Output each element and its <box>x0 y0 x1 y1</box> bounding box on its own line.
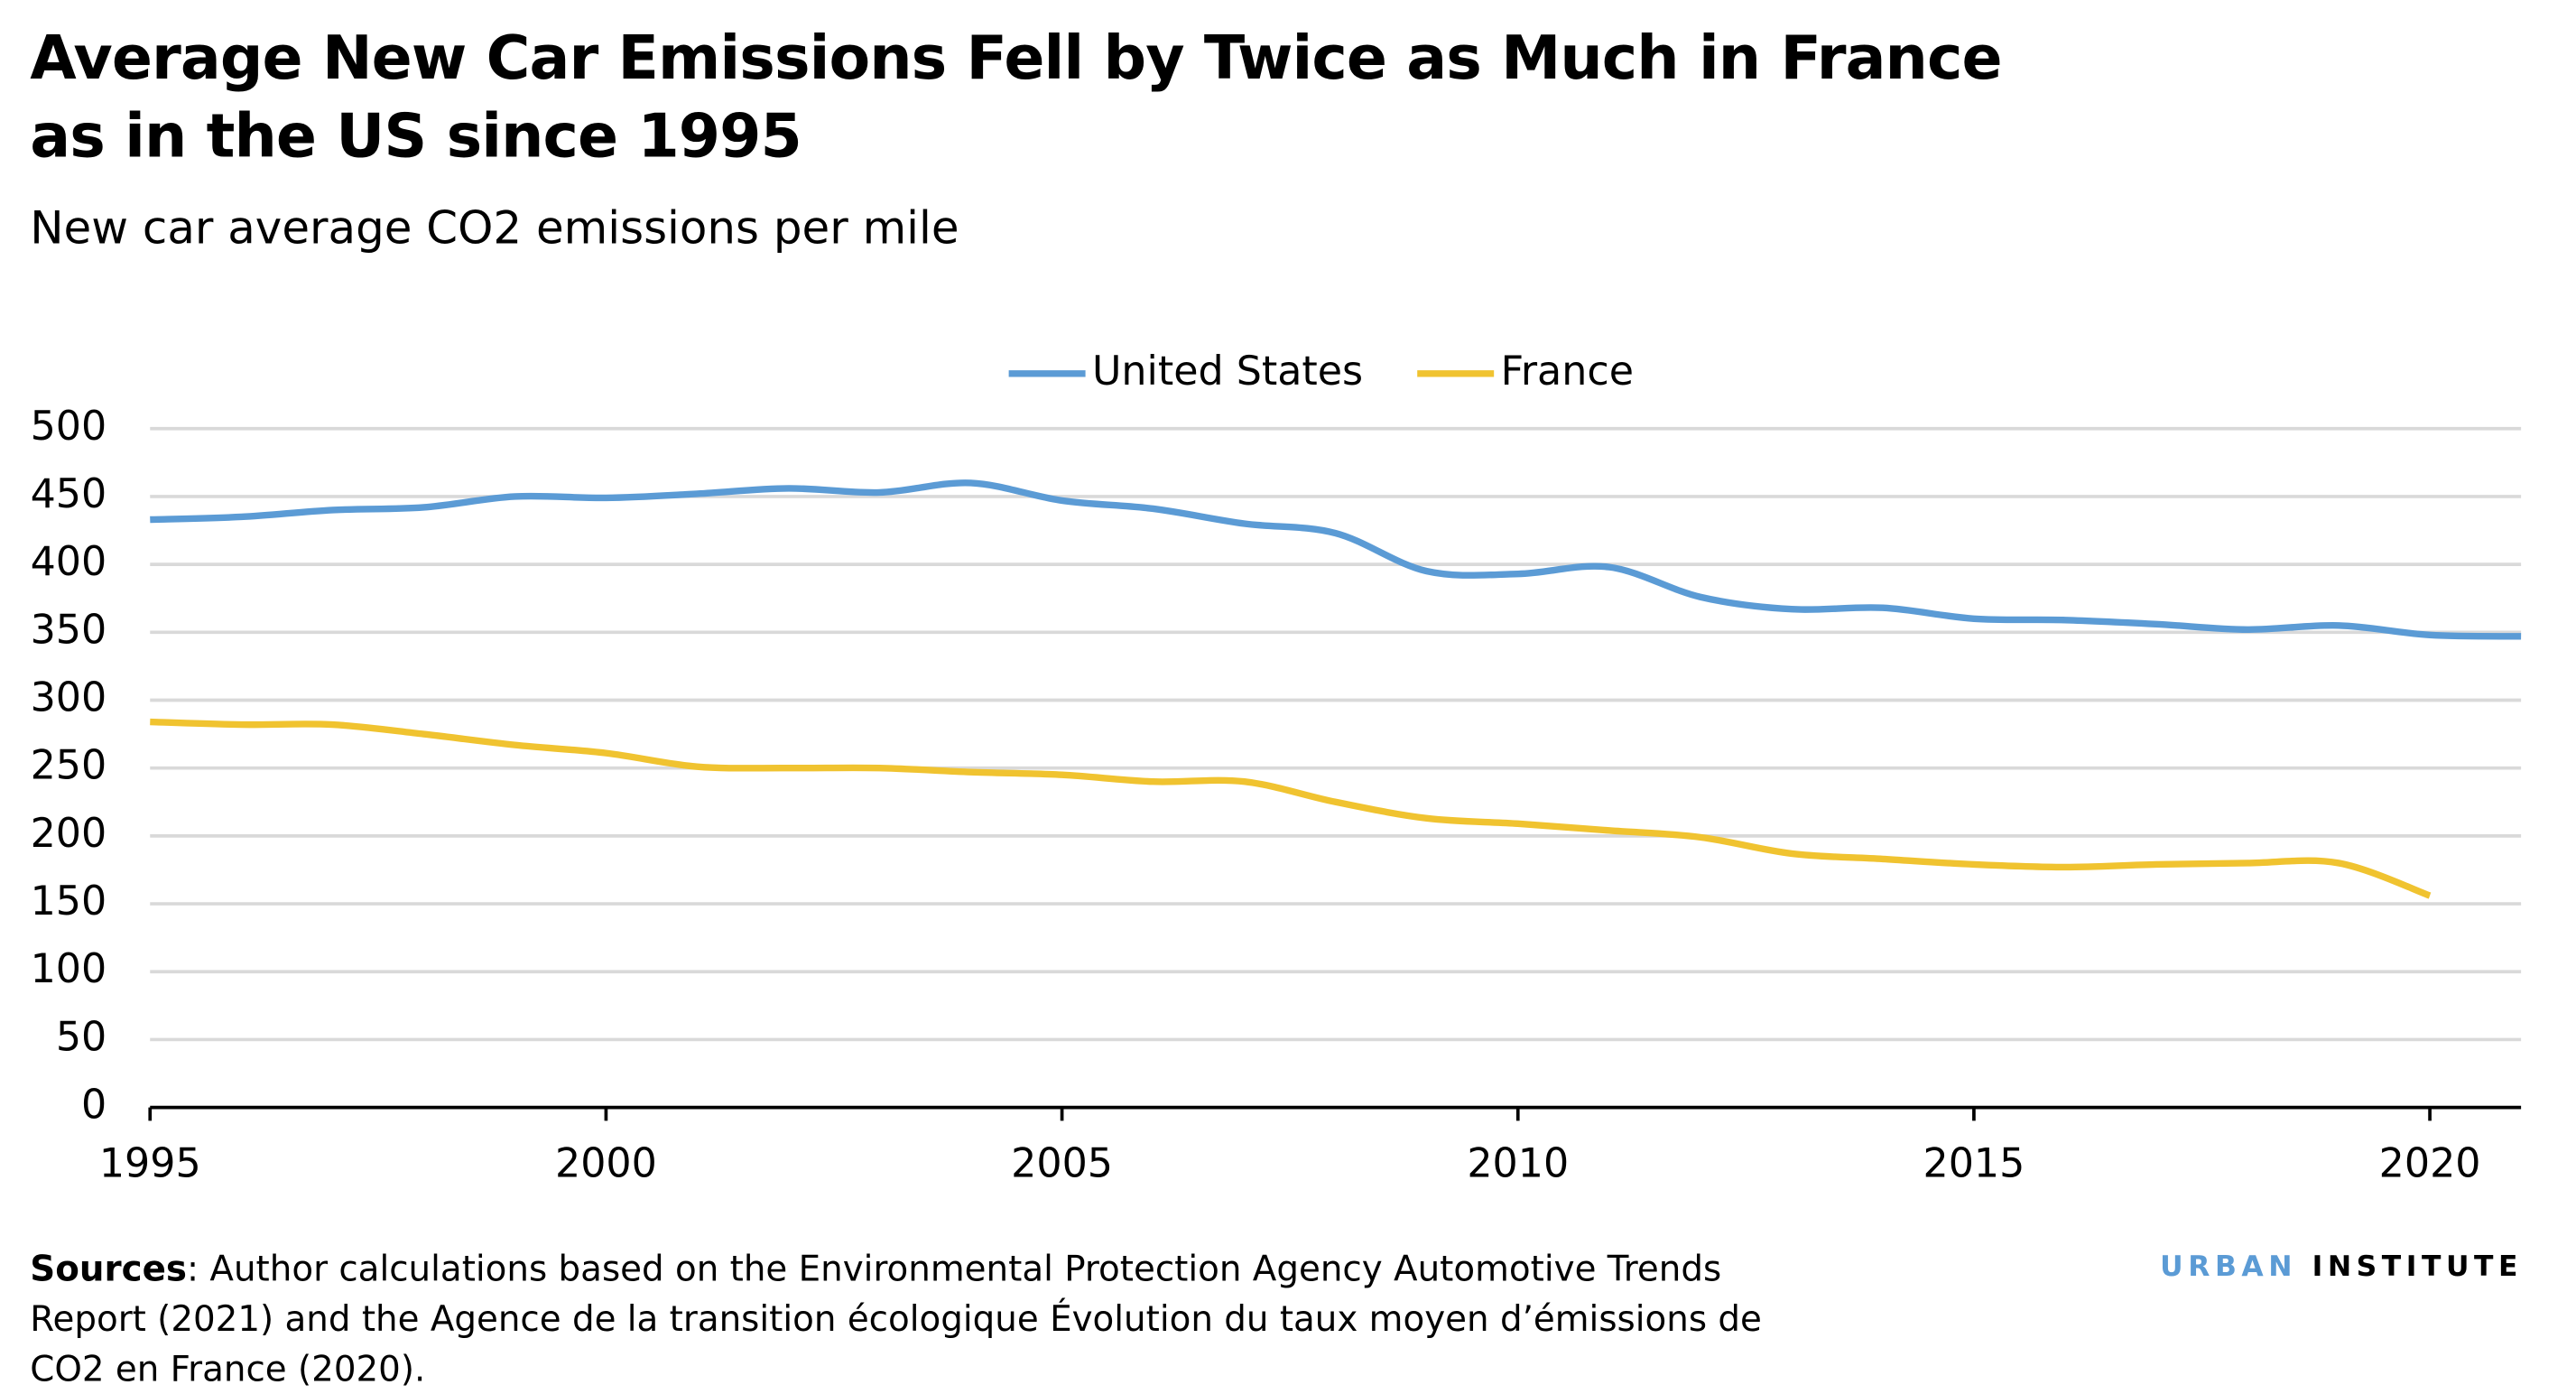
y-tick-label: 400 <box>31 539 107 585</box>
y-tick-label: 150 <box>31 878 107 925</box>
y-tick-label: 500 <box>31 404 107 450</box>
sources: Sources: Author calculations based on th… <box>30 1244 1830 1394</box>
chart: 0 50 100 150 200 250 300 350 400 450 500 1995 2000 20… <box>31 348 2522 1186</box>
series-line <box>150 718 2432 899</box>
x-tick-label: 2010 <box>1467 1140 1569 1186</box>
brand: URBAN INSTITUTE <box>2160 1250 2523 1284</box>
brand-urban: URBAN <box>2160 1250 2298 1285</box>
legend-label: France <box>1501 348 1634 395</box>
chart-subtitle: New car average CO2 emissions per mile <box>30 203 959 256</box>
y-tick-label: 100 <box>31 946 107 992</box>
x-tick-label: 1995 <box>99 1140 201 1186</box>
x-tick-label: 2015 <box>1923 1140 2025 1186</box>
y-tick-label: 0 <box>81 1083 107 1129</box>
series-line <box>150 479 2522 640</box>
legend-label: United States <box>1092 348 1363 395</box>
y-tick-label: 350 <box>31 607 107 653</box>
sources-text: : Author calculations based on the Envir… <box>30 1249 1762 1389</box>
y-tick-label: 250 <box>31 743 107 789</box>
chart-title: Average New Car Emissions Fell by Twice … <box>30 24 2002 172</box>
y-tick-label: 200 <box>31 811 107 857</box>
y-tick-label: 50 <box>56 1014 107 1060</box>
x-tick-label: 2020 <box>2379 1140 2481 1186</box>
y-tick-label: 300 <box>31 674 107 720</box>
brand-institute: INSTITUTE <box>2312 1250 2523 1285</box>
y-tick-label: 450 <box>31 471 107 517</box>
x-tick-label: 2000 <box>555 1140 657 1186</box>
x-tick-label: 2005 <box>1011 1140 1113 1186</box>
sources-label: Sources <box>30 1249 188 1289</box>
